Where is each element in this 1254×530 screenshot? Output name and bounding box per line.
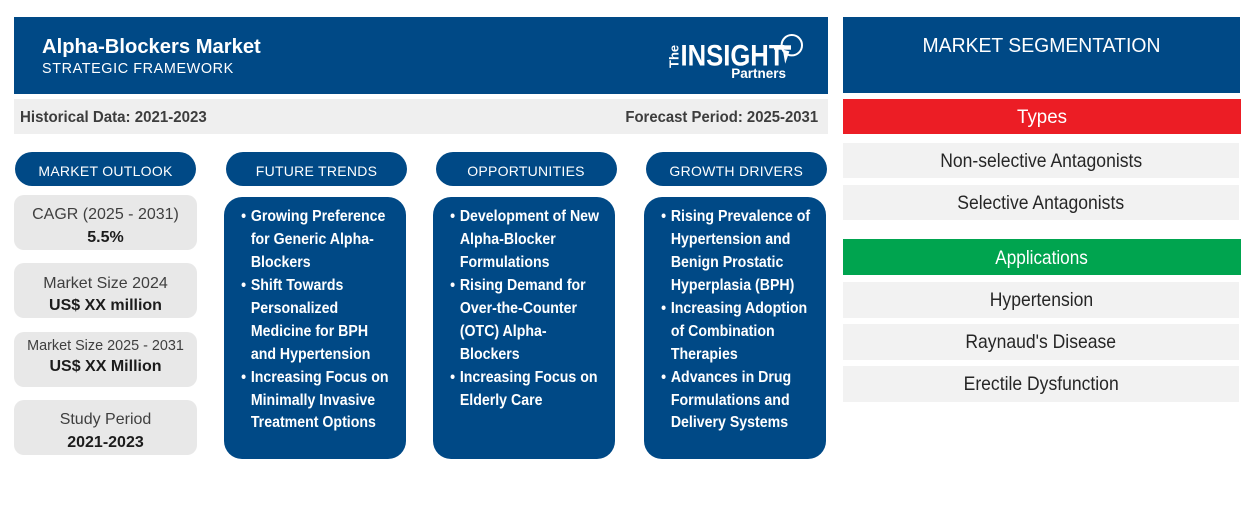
- svg-text:Partners: Partners: [731, 66, 786, 81]
- svg-text:INSIGHT: INSIGHT: [681, 40, 785, 73]
- svg-text:The: The: [667, 45, 682, 68]
